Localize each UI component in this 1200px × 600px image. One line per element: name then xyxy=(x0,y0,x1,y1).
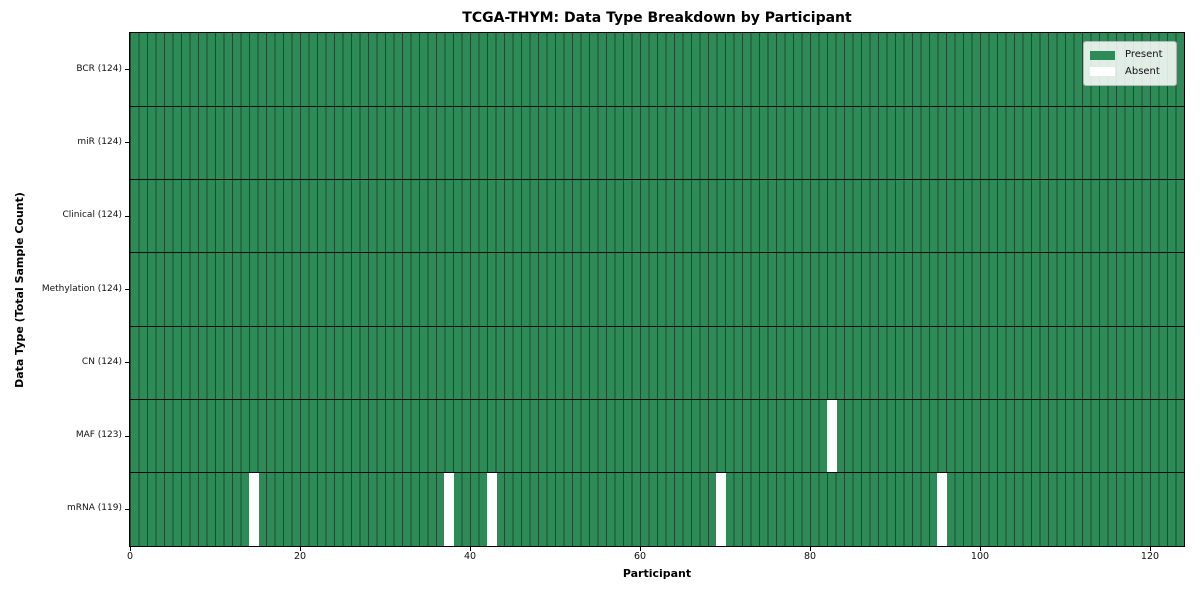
row-separator xyxy=(130,105,1184,107)
y-tick-mark xyxy=(125,142,129,144)
x-tick-label: 20 xyxy=(293,551,307,562)
y-tick-label-mrna: mRNA (119) xyxy=(67,503,122,514)
legend-item-present: Present xyxy=(1090,50,1170,60)
heatmap-row-cn xyxy=(130,326,1184,400)
x-tick-mark xyxy=(129,547,131,551)
absent-cell xyxy=(248,472,259,546)
row-separator xyxy=(130,472,1184,474)
x-tick-label: 0 xyxy=(126,551,134,562)
chart-title: TCGA-THYM: Data Type Breakdown by Partic… xyxy=(462,10,852,26)
y-tick-label-cn: CN (124) xyxy=(81,356,122,367)
heatmap-row-bcr xyxy=(130,33,1184,107)
y-tick-mark xyxy=(125,508,129,510)
x-tick-label: 60 xyxy=(633,551,647,562)
absent-cell xyxy=(826,399,837,473)
row-separator xyxy=(130,252,1184,254)
row-separator xyxy=(130,179,1184,181)
y-tick-mark xyxy=(125,69,129,71)
heatmap-row-mir xyxy=(130,106,1184,180)
absent-cell xyxy=(937,472,947,546)
x-tick-label: 100 xyxy=(970,551,990,562)
y-tick-mark xyxy=(125,289,129,290)
heatmap-row-methylation xyxy=(130,252,1184,327)
x-axis-label: Participant xyxy=(622,567,692,580)
x-tick-label: 120 xyxy=(1140,551,1160,562)
heatmap-row-maf xyxy=(130,399,1184,473)
legend-swatch-present-icon xyxy=(1090,50,1115,60)
legend-swatch-absent-icon xyxy=(1090,67,1115,77)
y-tick-label-bcr: BCR (124) xyxy=(76,63,122,74)
legend-label-absent: Absent xyxy=(1125,65,1160,77)
absent-cell xyxy=(716,472,726,546)
row-separator xyxy=(130,325,1184,327)
heatmap-row-mrna xyxy=(130,472,1184,546)
y-tick-label-mir: miR (124) xyxy=(77,136,122,147)
legend-label-present: Present xyxy=(1125,49,1163,61)
y-tick-mark xyxy=(125,435,129,437)
absent-cell xyxy=(486,472,497,546)
plot-area xyxy=(129,32,1185,547)
heatmap-row-clinical xyxy=(130,179,1184,253)
x-tick-mark xyxy=(299,547,301,551)
legend: Present Absent xyxy=(1083,41,1177,86)
x-tick-mark xyxy=(639,547,641,551)
row-separator xyxy=(130,398,1184,400)
x-tick-label: 40 xyxy=(463,551,477,562)
y-tick-mark xyxy=(125,215,129,217)
y-tick-mark xyxy=(125,362,129,364)
x-tick-mark xyxy=(469,547,471,551)
y-tick-label-maf: MAF (123) xyxy=(75,430,122,441)
y-tick-label-methylation: Methylation (124) xyxy=(41,283,122,294)
y-tick-label-clinical: Clinical (124) xyxy=(62,210,122,221)
legend-item-absent: Absent xyxy=(1090,65,1170,77)
x-tick-label: 80 xyxy=(803,551,817,562)
x-tick-mark xyxy=(979,547,981,551)
absent-cell xyxy=(444,472,454,546)
x-tick-mark xyxy=(809,547,811,551)
x-tick-mark xyxy=(1149,547,1151,551)
